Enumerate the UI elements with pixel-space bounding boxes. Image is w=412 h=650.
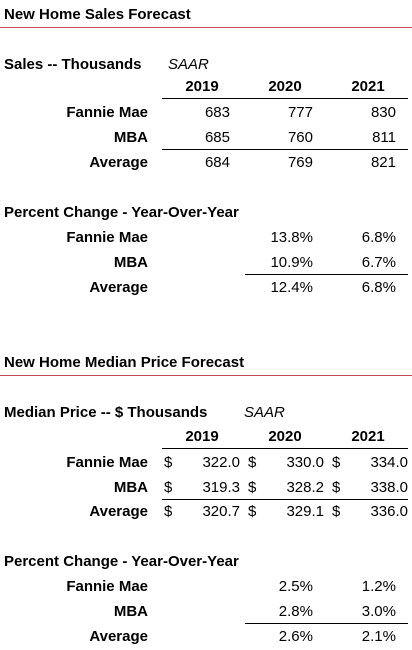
price-currency-symbol: $ (332, 454, 341, 471)
sales-title-rule (0, 27, 412, 28)
price-cell: 322.0 (202, 454, 240, 471)
price-currency-symbol: $ (332, 503, 341, 520)
price-saar-label: SAAR (244, 404, 285, 421)
price-row-label: MBA (113, 479, 148, 496)
sales-cell: 684 (204, 154, 230, 171)
price-pct-cell: 2.8% (278, 603, 313, 620)
price-currency-symbol: $ (164, 503, 173, 520)
price-sum-rule (162, 499, 408, 500)
sales-pct-cell: 12.4% (270, 279, 313, 296)
price-pct-sum-rule (245, 623, 408, 624)
price-cell: 334.0 (370, 454, 408, 471)
sales-saar-label: SAAR (168, 56, 209, 73)
price-row-label: Fannie Mae (66, 454, 148, 471)
sales-pct-cell: 6.7% (361, 254, 396, 271)
sales-cell: 769 (287, 154, 313, 171)
price-title-rule (0, 375, 412, 376)
price-row-label: Average (89, 503, 148, 520)
sales-cell: 683 (204, 104, 230, 121)
price-cell: 330.0 (286, 454, 324, 471)
price-pct-cell: 1.2% (361, 578, 396, 595)
sales-cell: 777 (287, 104, 313, 121)
price-pct-row-label: MBA (113, 603, 148, 620)
sales-pct-cell: 6.8% (361, 279, 396, 296)
price-pct-title: Percent Change - Year-Over-Year (4, 553, 239, 570)
sales-pct-sum-rule (245, 274, 408, 275)
sales-year-header: 2020 (268, 78, 302, 95)
price-subtitle: Median Price -- $ Thousands (4, 404, 208, 421)
price-currency-symbol: $ (248, 503, 257, 520)
sales-cell: 811 (372, 129, 396, 146)
price-pct-row-label: Fannie Mae (66, 578, 148, 595)
price-header-rule (162, 448, 408, 449)
sales-pct-row-label: Fannie Mae (66, 229, 148, 246)
price-pct-cell: 2.1% (361, 628, 396, 645)
sales-pct-row-label: Average (89, 279, 148, 296)
price-cell: 328.2 (286, 479, 324, 496)
sales-year-header: 2019 (185, 78, 219, 95)
sales-subtitle: Sales -- Thousands (4, 56, 142, 73)
price-cell: 319.3 (202, 479, 240, 496)
price-currency-symbol: $ (332, 479, 341, 496)
price-pct-cell: 3.0% (361, 603, 396, 620)
price-pct-row-label: Average (89, 628, 148, 645)
price-cell: 336.0 (370, 503, 408, 520)
sales-pct-row-label: MBA (113, 254, 148, 271)
sales-sum-rule (162, 149, 408, 150)
sales-pct-title: Percent Change - Year-Over-Year (4, 204, 239, 221)
sales-cell: 760 (287, 129, 313, 146)
price-cell: 338.0 (370, 479, 408, 496)
sales-row-label: Average (89, 154, 148, 171)
sales-cell: 821 (370, 154, 396, 171)
sales-pct-cell: 6.8% (361, 229, 396, 246)
sales-cell: 830 (370, 104, 396, 121)
price-currency-symbol: $ (164, 454, 173, 471)
sales-pct-cell: 10.9% (270, 254, 313, 271)
sales-section-title: New Home Sales Forecast (4, 6, 191, 23)
price-pct-cell: 2.6% (278, 628, 313, 645)
sales-cell: 685 (204, 129, 230, 146)
price-year-header: 2019 (185, 428, 219, 445)
price-currency-symbol: $ (164, 479, 173, 496)
sales-row-label: MBA (113, 129, 148, 146)
price-cell: 320.7 (202, 503, 240, 520)
sales-header-rule (162, 98, 408, 99)
sales-row-label: Fannie Mae (66, 104, 148, 121)
sales-pct-cell: 13.8% (270, 229, 313, 246)
price-year-header: 2020 (268, 428, 302, 445)
price-pct-cell: 2.5% (278, 578, 313, 595)
price-section-title: New Home Median Price Forecast (4, 354, 245, 371)
price-currency-symbol: $ (248, 454, 257, 471)
price-currency-symbol: $ (248, 479, 257, 496)
price-year-header: 2021 (351, 428, 385, 445)
price-cell: 329.1 (286, 503, 324, 520)
sales-year-header: 2021 (351, 78, 385, 95)
